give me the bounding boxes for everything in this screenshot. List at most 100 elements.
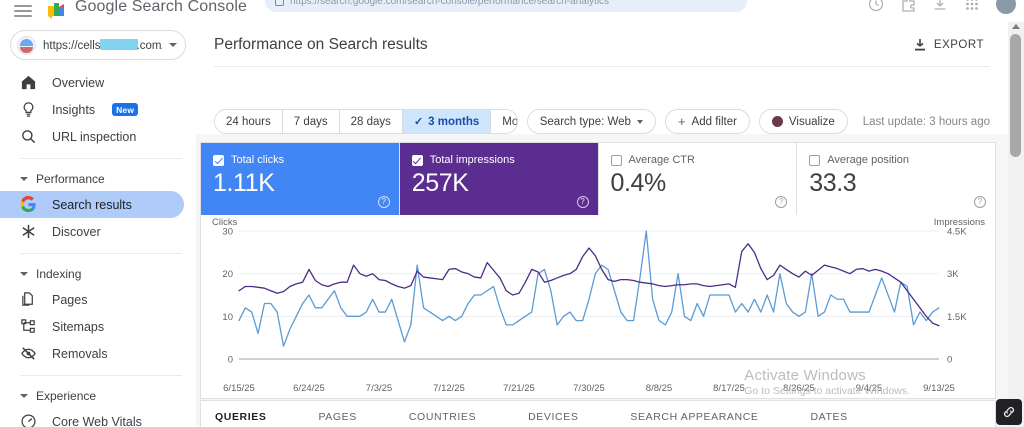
tab-pages[interactable]: PAGES xyxy=(318,411,357,423)
page-scrollbar[interactable] xyxy=(1008,22,1024,427)
browser-top-bar: Google Search Console https://search.goo… xyxy=(0,0,1024,22)
checkbox-total-impressions[interactable] xyxy=(411,154,423,166)
export-label: EXPORT xyxy=(933,39,984,51)
tab-dates[interactable]: DATES xyxy=(810,411,848,423)
sidebar-item-sitemaps[interactable]: Sitemaps xyxy=(0,313,184,340)
sidebar-item-removals[interactable]: Removals xyxy=(0,340,184,367)
floating-action-button[interactable] xyxy=(996,399,1022,425)
new-badge: New xyxy=(112,103,139,116)
downloads-icon[interactable] xyxy=(932,0,948,12)
metric-card-total-clicks[interactable]: Total clicks 1.11K ? xyxy=(201,143,400,215)
property-url: https://cells .com/ xyxy=(43,38,162,52)
x-axis-tick-label: 7/21/25 xyxy=(503,383,535,394)
apps-grid-icon[interactable] xyxy=(964,0,980,12)
svg-text:0: 0 xyxy=(228,355,233,366)
sidebar-item-label: Sitemaps xyxy=(52,319,105,334)
sidebar-item-label: Search results xyxy=(52,197,132,212)
page-title: Performance on Search results xyxy=(214,36,428,53)
sidebar-item-url-inspection[interactable]: URL inspection xyxy=(0,123,184,150)
checkbox-average-position[interactable] xyxy=(809,154,821,166)
sitemaps-icon xyxy=(21,319,35,333)
date-range-3-months[interactable]: ✓ 3 months xyxy=(402,110,492,133)
app-title: Google Search Console xyxy=(75,0,247,15)
search-type-filter[interactable]: Search type: Web xyxy=(526,109,656,134)
help-icon[interactable]: ? xyxy=(576,196,589,208)
sidebar-item-discover[interactable]: Discover xyxy=(0,218,184,245)
visualize-icon xyxy=(771,116,783,127)
performance-chart[interactable]: Clicks Impressions 0 0 10 1.5K 20 3K 30 4.5K 6/… xyxy=(201,215,995,398)
visualize-button[interactable]: Visualize xyxy=(758,109,848,134)
scroll-up-arrow-icon[interactable] xyxy=(1012,24,1020,29)
metric-value: 0.4% xyxy=(610,169,667,197)
chevron-down-icon[interactable] xyxy=(169,43,177,47)
lightbulb-icon xyxy=(23,102,34,117)
profile-avatar[interactable] xyxy=(996,0,1016,14)
property-selector[interactable]: https://cells .com/ xyxy=(10,30,186,60)
divider xyxy=(214,66,990,67)
x-axis-labels: 6/15/25 6/24/25 7/3/25 7/12/25 7/21/25 7/30/2… xyxy=(201,383,995,395)
extensions-icon[interactable] xyxy=(900,0,916,12)
tab-devices[interactable]: DEVICES xyxy=(528,411,579,423)
property-favicon-icon xyxy=(17,35,36,55)
sidebar-section-performance[interactable]: Performance xyxy=(0,167,196,191)
sidebar-item-label: Pages xyxy=(52,292,88,307)
x-axis-tick-label: 8/17/25 xyxy=(713,383,745,394)
sidebar-section-experience[interactable]: Experience xyxy=(0,384,196,408)
x-axis-tick-label: 7/12/25 xyxy=(433,383,465,394)
history-icon[interactable] xyxy=(868,0,884,12)
sidebar-item-label: Removals xyxy=(52,346,108,361)
sidebar-item-label: Core Web Vitals xyxy=(52,414,142,427)
more-label: More xyxy=(502,115,518,128)
sidebar-section-indexing[interactable]: Indexing xyxy=(0,262,196,286)
checkbox-average-ctr[interactable] xyxy=(610,154,622,166)
help-icon[interactable]: ? xyxy=(775,196,788,208)
scrollbar-thumb[interactable] xyxy=(1010,34,1021,157)
date-range-7-days[interactable]: 7 days xyxy=(282,110,340,133)
metric-card-average-ctr[interactable]: Average CTR 0.4% ? xyxy=(599,143,798,215)
help-icon[interactable]: ? xyxy=(974,196,986,208)
link-icon xyxy=(1003,406,1015,418)
metric-card-average-position[interactable]: Average position 33.3 ? xyxy=(797,143,995,215)
tab-countries[interactable]: COUNTRIES xyxy=(408,411,477,423)
checkbox-total-clicks[interactable] xyxy=(213,154,224,166)
sidebar-item-pages[interactable]: Pages xyxy=(0,286,184,313)
hamburger-menu-icon[interactable] xyxy=(14,4,32,18)
date-range-24-hours[interactable]: 24 hours xyxy=(215,110,283,133)
date-range-segmented-control: 24 hours 7 days 28 days ✓ 3 months More xyxy=(214,109,518,134)
browser-address-bar[interactable]: https://search.google.com/search-console… xyxy=(265,0,747,12)
address-bar-value: https://search.google.com/search-console… xyxy=(290,0,610,7)
svg-text:3K: 3K xyxy=(947,269,959,280)
sidebar-item-core-web-vitals[interactable]: Core Web Vitals xyxy=(0,408,184,427)
metric-label: Average position xyxy=(827,154,909,166)
search-icon xyxy=(22,130,36,144)
tab-search-appearance[interactable]: SEARCH APPEARANCE xyxy=(630,411,759,423)
tab-queries[interactable]: QUERIES xyxy=(215,411,267,423)
google-g-icon xyxy=(20,196,36,213)
sidebar: https://cells .com/ Overview Insights New… xyxy=(0,22,196,427)
search-type-label: Search type: Web xyxy=(539,115,631,128)
x-axis-tick-label: 7/30/25 xyxy=(573,383,605,394)
divider xyxy=(20,253,182,254)
removals-eye-off-icon xyxy=(21,347,36,360)
sidebar-item-overview[interactable]: Overview xyxy=(0,69,184,96)
sidebar-item-label: URL inspection xyxy=(52,129,137,144)
google-search-console-logo-icon xyxy=(46,2,68,20)
svg-text:10: 10 xyxy=(222,312,233,323)
add-filter-button[interactable]: + Add filter xyxy=(664,109,750,134)
help-icon[interactable]: ? xyxy=(377,196,390,208)
export-button[interactable]: EXPORT xyxy=(913,38,990,52)
app-logo[interactable]: Google Search Console xyxy=(46,0,247,20)
metric-label: Total clicks xyxy=(231,154,285,166)
speedometer-icon xyxy=(21,414,36,427)
home-icon xyxy=(21,75,36,90)
chevron-down-icon xyxy=(636,119,643,124)
x-axis-tick-label: 9/4/25 xyxy=(855,383,883,394)
metric-label: Average CTR xyxy=(628,154,695,166)
metric-card-total-impressions[interactable]: Total impressions 257K ? xyxy=(399,143,599,215)
metrics-row: Total clicks 1.11K ? Total impressions 2… xyxy=(201,143,995,215)
sidebar-item-search-results[interactable]: Search results xyxy=(0,191,184,218)
date-range-more[interactable]: More xyxy=(491,110,517,133)
sidebar-item-insights[interactable]: Insights New xyxy=(0,96,184,123)
date-range-28-days[interactable]: 28 days xyxy=(339,110,403,133)
